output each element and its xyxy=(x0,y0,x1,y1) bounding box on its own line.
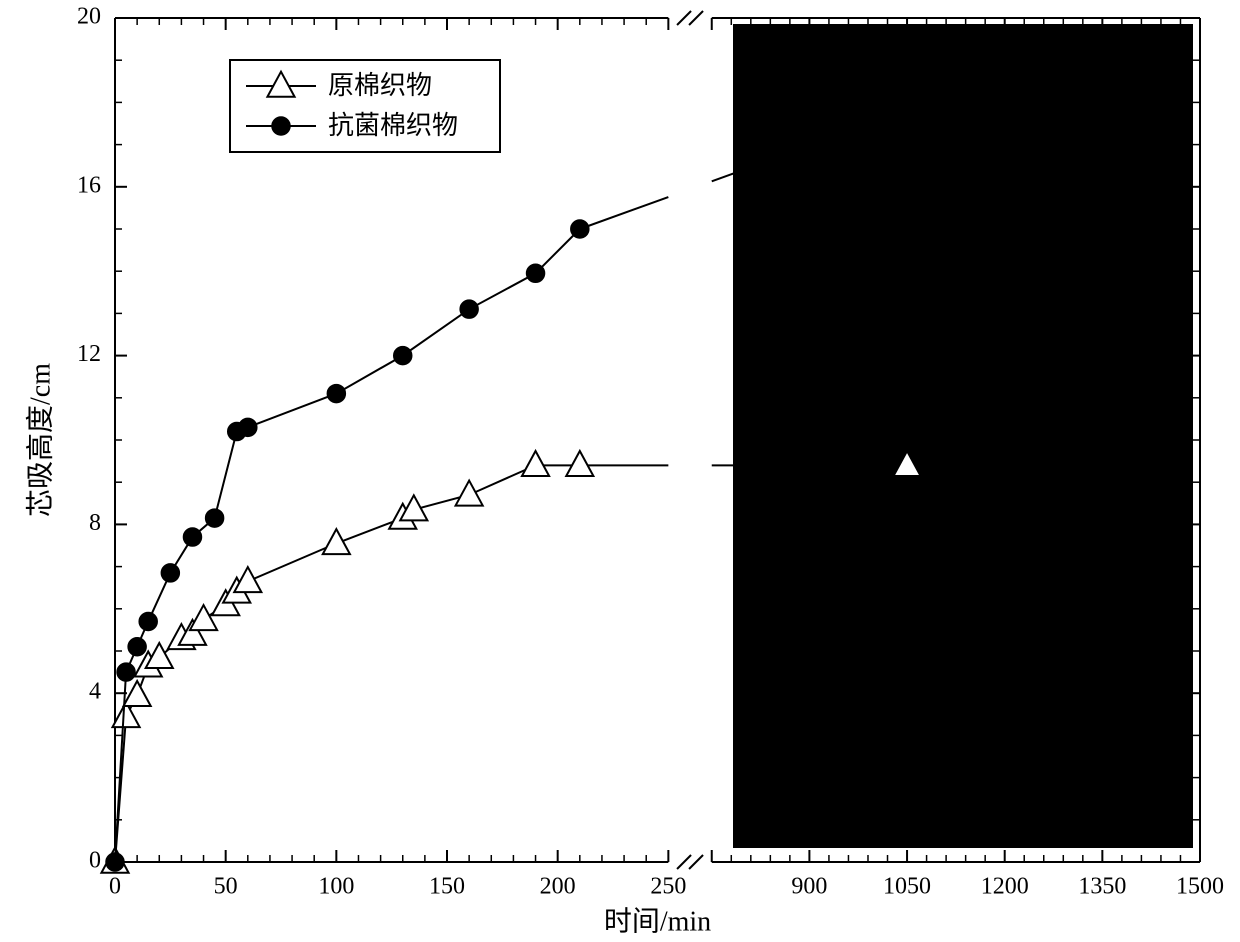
svg-text:20: 20 xyxy=(77,4,101,30)
svg-text:900: 900 xyxy=(791,874,827,900)
svg-text:250: 250 xyxy=(650,874,686,900)
svg-text:0: 0 xyxy=(109,874,121,900)
legend-label-raw: 原棉织物 xyxy=(328,71,432,100)
svg-text:16: 16 xyxy=(77,172,101,198)
svg-text:100: 100 xyxy=(318,874,354,900)
series-anti-line-left xyxy=(115,229,580,862)
svg-text:1200: 1200 xyxy=(981,874,1029,900)
svg-text:12: 12 xyxy=(77,341,101,367)
svg-text:150: 150 xyxy=(429,874,465,900)
chart-container: 0481216200501001502002509001050120013501… xyxy=(0,0,1240,942)
svg-text:时间/min: 时间/min xyxy=(604,905,711,937)
svg-text:芯吸高度/cm: 芯吸高度/cm xyxy=(24,363,56,517)
legend-label-anti: 抗菌棉织物 xyxy=(328,111,458,140)
svg-text:4: 4 xyxy=(89,679,101,705)
svg-text:8: 8 xyxy=(89,510,101,536)
inset-photo xyxy=(733,24,1193,848)
svg-text:200: 200 xyxy=(540,874,576,900)
svg-text:1050: 1050 xyxy=(883,874,931,900)
chart-svg: 0481216200501001502002509001050120013501… xyxy=(0,0,1240,942)
svg-text:1500: 1500 xyxy=(1176,874,1224,900)
svg-text:1350: 1350 xyxy=(1078,874,1126,900)
series-raw-line-left xyxy=(115,465,580,862)
svg-text:50: 50 xyxy=(214,874,238,900)
svg-text:0: 0 xyxy=(89,848,101,874)
